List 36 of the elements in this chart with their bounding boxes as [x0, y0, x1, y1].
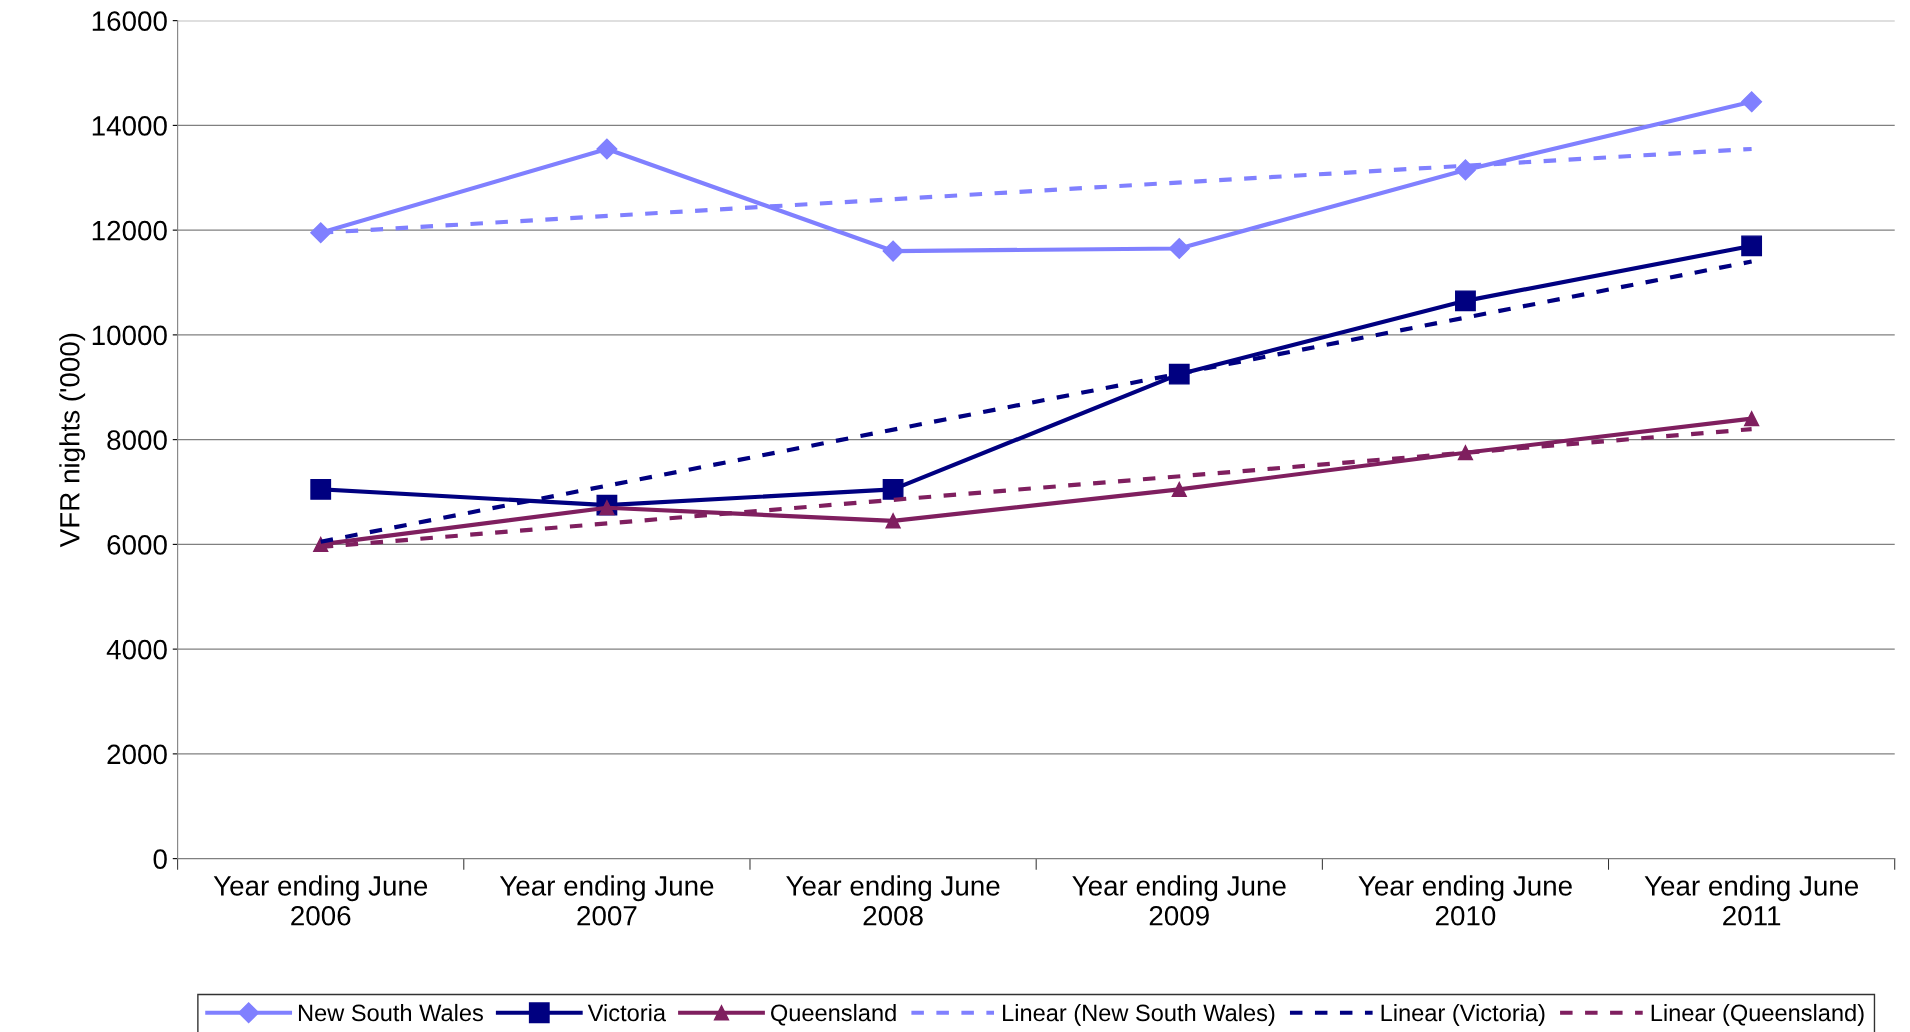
point: [1741, 91, 1763, 113]
point: [1168, 363, 1190, 385]
y-tick-label: 8000: [107, 430, 167, 450]
x-tick-label: Year ending June 2007: [499, 875, 714, 926]
point: [885, 513, 901, 529]
y-tick-label: 2000: [107, 744, 167, 765]
point: [1168, 237, 1190, 259]
y-tick-label: 12000: [92, 220, 167, 241]
legend-label: Linear (Queensland): [1651, 1003, 1864, 1026]
x-tick-label: Year ending June 2011: [1644, 875, 1859, 926]
legend-label: Victoria: [587, 1003, 667, 1022]
point: [882, 478, 904, 500]
x-tick-label: Year ending June 2006: [213, 875, 428, 926]
point: [310, 478, 332, 500]
y-tick-label: 14000: [92, 116, 167, 136]
y-axis-title: VFR nights ('000): [59, 333, 86, 548]
legend-label: Linear (New South Wales): [1003, 1003, 1275, 1026]
point: [1743, 411, 1760, 427]
y-tick-label: 4000: [106, 639, 167, 660]
y-tick-label: 16000: [92, 11, 167, 31]
y-tick-label: 10000: [92, 325, 167, 346]
x-tick-label: Year ending June 2009: [1072, 875, 1286, 926]
point: [1457, 445, 1474, 461]
point: [1741, 235, 1763, 257]
y-tick-label: 6000: [107, 535, 167, 555]
point: [1171, 481, 1187, 498]
point: [882, 240, 904, 262]
legend-label: Queensland: [771, 1003, 896, 1026]
x-tick-label: Year ending June 2008: [786, 875, 1000, 926]
legend-label: Linear (Victoria): [1381, 1003, 1545, 1026]
y-tick-label: 0: [153, 849, 167, 869]
x-tick-label: Year ending June 2010: [1358, 875, 1572, 926]
legend-label: New South Wales: [298, 1003, 483, 1022]
point: [596, 138, 618, 160]
point: [1455, 290, 1476, 312]
point: [1454, 159, 1476, 181]
